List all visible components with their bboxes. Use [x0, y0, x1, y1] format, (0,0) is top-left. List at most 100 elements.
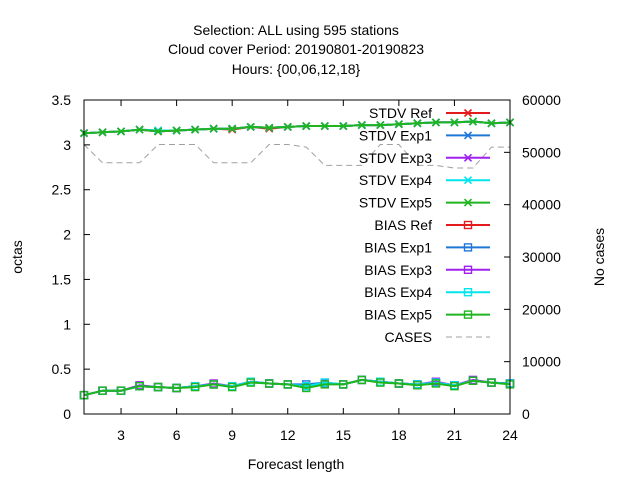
point-bias-exp5	[320, 380, 329, 389]
point-bias-exp5	[376, 378, 385, 387]
point-stdv-exp5	[265, 123, 274, 132]
y-tick-label: 2.5	[52, 182, 72, 198]
point-stdv-exp5	[228, 124, 237, 133]
y-tick-label: 3	[63, 137, 71, 153]
point-stroke	[283, 122, 292, 131]
x-tick-label: 9	[228, 427, 236, 443]
y-tick-label: 1.5	[52, 271, 72, 287]
point-stroke	[450, 118, 459, 127]
legend-label-stdv-exp4: STDV Exp4	[359, 172, 432, 188]
point-bias-exp5	[153, 382, 163, 392]
point-stroke	[209, 124, 218, 133]
legend-label-bias-ref: BIAS Ref	[374, 217, 432, 233]
point-bias-exp5	[450, 381, 459, 391]
series-line-cases	[83, 144, 510, 169]
y2-tick-label: 30000	[522, 249, 561, 265]
point-bias-exp5	[394, 379, 404, 388]
point-stdv-exp5	[394, 120, 403, 129]
point-stdv-exp5	[154, 127, 163, 136]
point-stdv-exp5	[413, 119, 422, 128]
point-stroke	[357, 121, 366, 130]
point-stroke	[339, 121, 348, 131]
point-stdv-exp5	[487, 119, 496, 128]
point-bias-exp5	[468, 376, 478, 386]
chart-title-line-3: Hours: {00,06,12,18}	[232, 61, 361, 77]
point-stroke	[394, 120, 403, 129]
y-tick-label: 1	[63, 316, 71, 332]
y2-tick-label: 60000	[522, 92, 561, 108]
legend-marker-stdv-exp3	[463, 153, 473, 162]
point-stdv-exp5	[339, 121, 348, 131]
legend-marker-stdv-exp4	[463, 176, 473, 185]
legend-marker-bias-exp3	[463, 265, 473, 274]
point-bias-exp5	[487, 378, 496, 387]
y2-tick-label: 0	[522, 406, 530, 422]
y-tick-label: 2	[63, 227, 71, 243]
y-tick-label: 0	[63, 406, 71, 422]
x-tick-label: 6	[173, 427, 181, 443]
y-tick-label: 3.5	[52, 92, 72, 108]
point-bias-exp5	[135, 381, 144, 391]
point-stdv-exp5	[450, 118, 459, 127]
point-stdv-exp5	[98, 128, 107, 137]
point-bias-exp5	[339, 380, 348, 389]
y2-tick-label: 20000	[522, 301, 561, 317]
x-tick-label: 12	[280, 427, 296, 443]
point-stdv-exp5	[376, 121, 385, 130]
point-stdv-exp5	[135, 125, 144, 134]
point-stdv-exp5	[357, 121, 366, 130]
point-stroke	[116, 127, 126, 136]
point-stroke	[191, 125, 200, 134]
point-stdv-exp5	[431, 118, 440, 127]
point-stroke	[320, 121, 329, 131]
x-tick-label: 15	[336, 427, 352, 443]
legend-marker-bias-ref	[463, 220, 473, 230]
point-stroke	[302, 121, 311, 131]
y-axis-label: octas	[9, 240, 25, 273]
legend-marker-bias-exp4	[463, 288, 473, 297]
point-stdv-exp5	[283, 122, 292, 131]
legend-marker-stdv-exp5	[463, 198, 473, 207]
point-stdv-exp5	[320, 121, 329, 131]
point-bias-exp5	[431, 379, 441, 388]
point-bias-exp5	[265, 379, 274, 388]
legend-label-stdv-exp5: STDV Exp5	[359, 195, 432, 211]
point-stroke	[413, 119, 422, 128]
series-line-stdv-exp5	[83, 120, 511, 135]
point-stdv-exp5	[246, 122, 255, 131]
point-stdv-exp5	[209, 124, 218, 133]
point-bias-exp5	[209, 380, 218, 389]
point-stroke	[265, 123, 274, 132]
legend-label-stdv-exp3: STDV Exp3	[359, 150, 432, 166]
y2-tick-label: 10000	[522, 354, 561, 370]
plot-frame	[83, 99, 511, 415]
point-stroke	[228, 124, 237, 133]
x-tick-label: 24	[502, 427, 518, 443]
x-axis-label: Forecast length	[248, 456, 345, 472]
plot-series	[79, 117, 515, 400]
chart-title-line-1: Selection: ALL using 595 stations	[193, 22, 399, 38]
point-stroke	[468, 117, 478, 126]
point-bias-exp5	[227, 382, 237, 392]
point-bias-exp5	[190, 382, 200, 392]
legend-label-bias-exp1: BIAS Exp1	[364, 239, 432, 255]
legend-label-stdv-exp1: STDV Exp1	[359, 127, 432, 143]
axis-ticks: 3 6 9 12 15 18 21 2400.511.522.533.501000020000…	[52, 92, 562, 443]
legend-marker-stdv-ref	[463, 108, 473, 118]
y2-tick-label: 50000	[522, 144, 561, 160]
point-stdv-exp5	[172, 126, 181, 135]
x-tick-label: 3	[117, 427, 125, 443]
point-stroke	[376, 121, 385, 130]
legend-marker-stdv-exp1	[463, 131, 473, 140]
point-bias-exp5	[302, 383, 311, 393]
point-bias-exp5	[246, 378, 255, 387]
point-bias-exp5	[357, 375, 367, 385]
legend-label-stdv-ref: STDV Ref	[369, 105, 432, 121]
point-stroke	[431, 118, 440, 127]
y2-tick-label: 40000	[522, 197, 561, 213]
point-bias-exp5	[413, 381, 422, 390]
point-stdv-exp5	[116, 127, 126, 136]
legend-label-bias-exp3: BIAS Exp3	[364, 262, 432, 278]
point-stdv-exp5	[468, 117, 478, 126]
